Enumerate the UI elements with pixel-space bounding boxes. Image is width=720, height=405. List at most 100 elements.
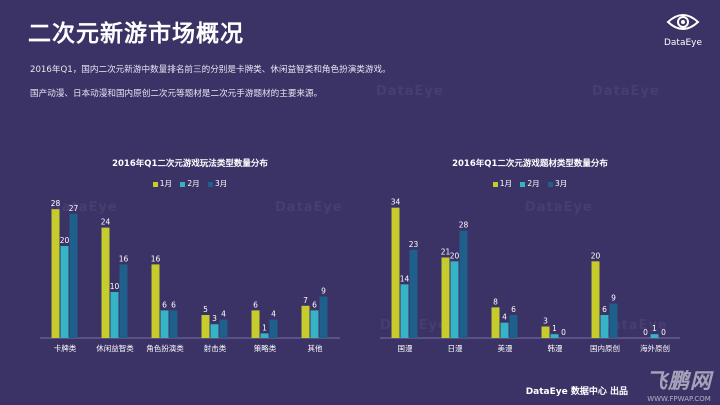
legend-label: 2月 (527, 179, 540, 188)
data-label: 1 (652, 324, 657, 333)
data-label: 9 (611, 294, 616, 303)
bar (310, 310, 319, 338)
data-label: 14 (400, 274, 410, 283)
legend-swatch (180, 181, 186, 187)
legend-swatch (152, 181, 158, 187)
bar (60, 246, 69, 338)
watermark: DataEye (50, 200, 118, 215)
bar (210, 324, 219, 338)
legend-label: 3月 (555, 179, 568, 188)
chart-legend: 1月 2月 3月 (380, 178, 680, 189)
data-label: 8 (493, 297, 498, 306)
legend-swatch (520, 181, 526, 187)
category-label: 其他 (308, 343, 323, 353)
bar (391, 207, 400, 338)
bar (609, 303, 618, 338)
data-label: 5 (203, 305, 208, 314)
watermark: DataEye (592, 84, 660, 99)
site-url: WWW.FPWAP.COM (647, 395, 711, 403)
bar (201, 315, 210, 338)
data-label: 3 (543, 317, 548, 326)
data-label: 6 (511, 305, 516, 314)
data-label: 4 (502, 313, 507, 322)
data-label: 20 (450, 251, 460, 260)
category-label: 美漫 (498, 343, 513, 353)
legend-label: 2月 (187, 179, 200, 188)
legend-swatch (548, 181, 554, 187)
bar (400, 284, 409, 338)
bar (591, 261, 600, 338)
data-label: 27 (69, 204, 79, 213)
watermark: DataEye (376, 84, 444, 99)
data-label: 6 (602, 305, 607, 314)
category-label: 韩漫 (548, 343, 563, 353)
legend-item: 1月 (492, 178, 512, 189)
legend-item: 3月 (208, 178, 227, 189)
category-label: 国漫 (398, 343, 413, 353)
page-title: 二次元新游市场概况 (28, 21, 244, 47)
legend-label: 1月 (159, 179, 172, 188)
bar (269, 319, 278, 338)
data-label: 21 (441, 248, 451, 257)
footer-source: DataEye 数据中心 出品 (525, 387, 628, 397)
data-label: 20 (591, 251, 601, 260)
legend-swatch (208, 181, 214, 187)
data-label: 10 (110, 282, 120, 291)
chart-title: 2016年Q1二次元游戏题材类型数量分布 (452, 159, 608, 169)
bar (301, 305, 310, 338)
category-label: 策略类 (254, 343, 277, 353)
legend-label: 3月 (215, 179, 228, 188)
legend-item: 1月 (152, 178, 172, 189)
legend-item: 2月 (520, 178, 540, 189)
data-label: 6 (253, 300, 258, 309)
category-label: 海外原创 (640, 343, 670, 353)
watermark: DataEye (525, 200, 593, 215)
bar (160, 310, 169, 338)
data-label: 6 (171, 300, 176, 309)
data-label: 0 (643, 328, 648, 337)
bar (509, 315, 518, 338)
data-label: 6 (162, 300, 167, 309)
bar (600, 315, 609, 338)
data-label: 28 (459, 221, 469, 230)
bar (69, 213, 78, 338)
chart-legend: 1月 2月 3月 (40, 178, 340, 189)
category-label: 国内原创 (590, 343, 620, 353)
data-label: 34 (391, 198, 401, 207)
data-label: 1 (552, 324, 557, 333)
bar (101, 227, 110, 338)
bar (319, 296, 328, 338)
bar (541, 326, 550, 338)
data-label: 0 (561, 328, 566, 337)
site-watermark: 飞鹏网 WWW.FPWAP.COM (646, 365, 712, 403)
data-label: 1 (262, 323, 267, 332)
data-label: 16 (119, 254, 129, 263)
bar (169, 310, 178, 338)
bar (459, 230, 468, 338)
legend-label: 1月 (499, 179, 512, 188)
data-label: 23 (409, 240, 419, 249)
category-label: 卡牌类 (54, 343, 77, 353)
bar (51, 209, 60, 338)
data-label: 20 (60, 236, 70, 245)
category-label: 射击类 (204, 343, 227, 353)
bar (110, 292, 119, 338)
bar (151, 264, 160, 338)
eye-icon (666, 14, 700, 30)
data-label: 9 (321, 287, 326, 296)
data-label: 28 (51, 199, 61, 208)
category-label: 角色扮演类 (146, 343, 184, 353)
legend-swatch (492, 181, 498, 187)
bar (251, 310, 260, 338)
brand-name: DataEye (663, 38, 703, 48)
bar (491, 307, 500, 338)
bar (219, 319, 228, 338)
bar (500, 322, 509, 338)
bar (119, 264, 128, 338)
category-label: 休闲益智类 (96, 343, 134, 353)
data-label: 16 (151, 254, 161, 263)
data-label: 4 (271, 310, 276, 319)
chart-title: 2016年Q1二次元游戏玩法类型数量分布 (112, 159, 268, 169)
